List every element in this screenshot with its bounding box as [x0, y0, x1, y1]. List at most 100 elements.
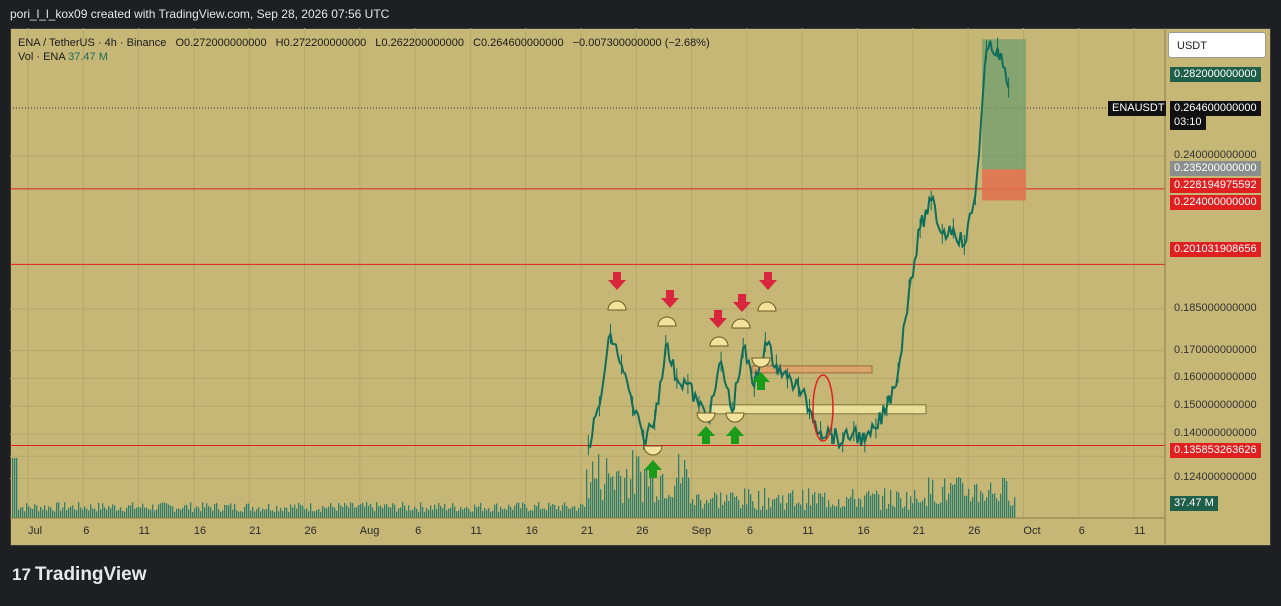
volume-bar — [582, 504, 584, 518]
volume-bar — [284, 507, 286, 518]
volume-bar — [82, 509, 84, 518]
time-tick-label: 26 — [636, 525, 649, 537]
volume-bar — [514, 505, 516, 518]
volume-bar — [846, 497, 848, 518]
volume-bar — [798, 502, 800, 518]
volume-bar — [368, 505, 370, 518]
volume-bar — [572, 506, 574, 518]
price-chart[interactable] — [10, 28, 1271, 546]
volume-bar — [210, 507, 212, 518]
volume-bar — [676, 477, 678, 518]
volume-bar — [636, 456, 638, 518]
volume-bar — [28, 506, 30, 518]
volume-bar — [508, 504, 510, 518]
volume-bar — [812, 494, 814, 518]
volume-bar — [448, 508, 450, 518]
volume-bar — [634, 493, 636, 518]
volume-bar — [18, 509, 20, 518]
volume-bar — [502, 509, 504, 518]
volume-bar — [658, 499, 660, 518]
volume-bar — [844, 506, 846, 518]
volume-bar — [958, 476, 960, 518]
volume-bar — [74, 509, 76, 518]
volume-bar — [202, 502, 204, 518]
volume-bar — [608, 473, 610, 518]
volume-bar — [962, 483, 964, 518]
volume-bar — [794, 506, 796, 518]
volume-bar — [212, 510, 214, 518]
volume-bar — [606, 458, 608, 518]
volume-bar — [952, 485, 954, 518]
volume-bar — [356, 507, 358, 518]
volume-bar — [474, 504, 476, 518]
volume-bar — [42, 509, 44, 518]
volume-bar — [754, 507, 756, 518]
volume-bar — [194, 508, 196, 518]
volume-bar — [46, 510, 48, 518]
volume-bar — [734, 497, 736, 518]
swing-marker — [696, 412, 716, 423]
volume-bar — [586, 469, 588, 518]
swing-marker — [757, 301, 777, 312]
volume-bar — [632, 450, 634, 518]
volume-bar — [274, 511, 276, 518]
volume-bar — [170, 505, 172, 518]
volume-bar — [1010, 505, 1012, 518]
price-tick-label: 0.140000000000 — [1174, 427, 1257, 439]
volume-bar — [972, 497, 974, 518]
volume-bar — [602, 500, 604, 518]
volume-bar — [668, 494, 670, 518]
time-tick-label: Sep — [691, 525, 712, 537]
time-tick-label: 6 — [746, 525, 754, 537]
volume-bar — [698, 493, 700, 518]
volume-bar — [720, 492, 722, 518]
pair-label: ENA / TetherUS · 4h · Binance — [18, 37, 167, 49]
volume-bar — [308, 511, 310, 518]
volume-bar — [708, 502, 710, 518]
time-tick-label: 11 — [1134, 525, 1146, 537]
volume-bar — [560, 510, 562, 518]
change-value: −0.007300000000 (−2.68%) — [572, 37, 710, 49]
volume-bar — [334, 507, 336, 518]
volume-bar — [618, 470, 620, 518]
volume-bar — [672, 497, 674, 518]
volume-bar — [56, 502, 58, 518]
volume-bar — [162, 502, 164, 518]
volume-bar — [174, 511, 176, 518]
volume-bar — [342, 507, 344, 518]
volume-bar — [948, 493, 950, 518]
volume-bar — [180, 509, 182, 518]
volume-bar — [34, 504, 36, 518]
volume-bar — [1006, 481, 1008, 518]
volume-bar — [882, 495, 884, 518]
currency-select[interactable]: USDT — [1168, 32, 1266, 58]
volume-bar — [786, 502, 788, 518]
volume-bar — [648, 486, 650, 518]
volume-bar — [580, 503, 582, 518]
volume-bar — [32, 509, 34, 518]
volume-bar — [642, 501, 644, 518]
volume-bar — [788, 493, 790, 518]
volume-bar — [822, 496, 824, 518]
volume-bar — [224, 504, 226, 518]
volume-bar — [880, 509, 882, 518]
chart-area[interactable] — [10, 28, 1271, 546]
volume-bar — [472, 511, 474, 518]
time-tick-label: 21 — [912, 525, 926, 537]
tv-logo-icon: 17 — [12, 565, 31, 584]
volume-bar — [158, 504, 160, 518]
down-arrow-icon — [608, 272, 626, 290]
volume-bar — [760, 509, 762, 518]
volume-bar — [526, 507, 528, 518]
volume-bar — [980, 490, 982, 518]
volume-bar — [96, 511, 98, 518]
volume-bar — [242, 511, 244, 518]
volume-bar — [378, 506, 380, 518]
volume-bar — [198, 507, 200, 518]
volume-bar — [870, 495, 872, 518]
volume-bar — [892, 505, 894, 518]
volume-bar — [70, 506, 72, 518]
volume-bar — [674, 485, 676, 518]
volume-bar — [220, 511, 222, 518]
volume-bar — [748, 489, 750, 518]
